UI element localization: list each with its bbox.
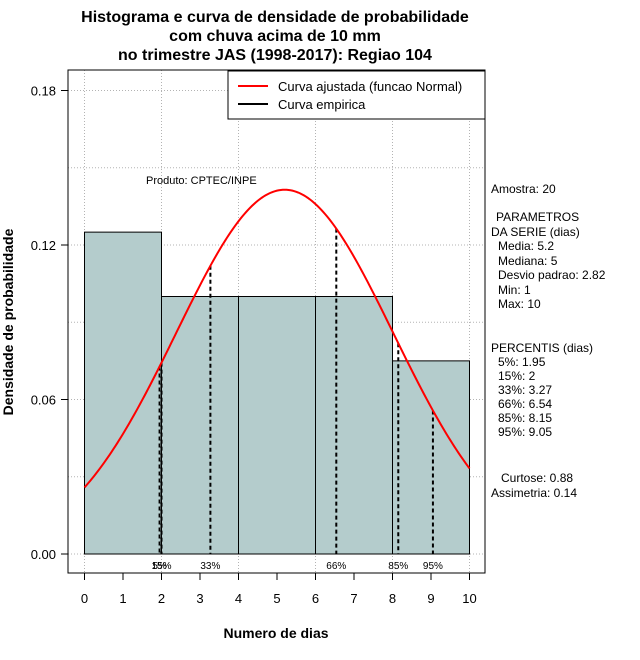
percentile-label: 95% — [423, 561, 443, 572]
param-stddev: Desvio padrao: 2.82 — [498, 268, 606, 282]
percentile-label: 85% — [388, 561, 408, 572]
x-tick-label: 7 — [350, 591, 357, 606]
x-tick-label: 5 — [273, 591, 280, 606]
param-median: Mediana: 5 — [498, 254, 558, 268]
legend-label-fitted: Curva ajustada (funcao Normal) — [278, 79, 462, 94]
params-title-1: PARAMETROS — [496, 210, 579, 224]
histogram-bar — [84, 231, 162, 555]
percentile-label: 66% — [326, 561, 346, 572]
percentile-95: 95%: 9.05 — [498, 425, 552, 439]
percentile-label: 5% — [152, 561, 167, 572]
percentile-66: 66%: 6.54 — [498, 397, 552, 411]
percentiles-title: PERCENTIS (dias) — [491, 341, 593, 355]
y-axis-label: Densidade de probabilidade — [0, 228, 16, 415]
sample-size: Amostra: 20 — [491, 182, 556, 196]
legend-label-empirical: Curva empirica — [278, 97, 366, 112]
percentile-33: 33%: 3.27 — [498, 383, 552, 397]
x-tick-label: 0 — [81, 591, 88, 606]
percentile-lines-layer: 5%15% 33% 66% 85% 95% — [151, 228, 443, 572]
param-max: Max: 10 — [498, 297, 541, 311]
percentile-5: 5%: 1.95 — [498, 355, 546, 369]
chart-title-line-2: com chuva acima de 10 mm — [169, 28, 381, 45]
x-tick-label: 2 — [158, 591, 165, 606]
axes-layer: 0 1 2 3 4 5 6 7 8 9 10 0.00 0.06 0.12 0.18 — [31, 84, 477, 607]
skewness: Assimetria: 0.14 — [491, 486, 577, 500]
percentile-label: 33% — [200, 561, 220, 572]
x-tick-label: 10 — [462, 591, 476, 606]
histogram-bar — [315, 296, 393, 555]
percentile-85: 85%: 8.15 — [498, 411, 552, 425]
x-tick-label: 3 — [196, 591, 203, 606]
y-tick-label: 0.12 — [31, 238, 56, 253]
param-mean: Media: 5.2 — [498, 239, 554, 253]
percentile-label: 15% — [151, 561, 171, 572]
curve-layer — [83, 188, 471, 489]
percentile-15: 15%: 2 — [498, 369, 536, 383]
kurtosis: Curtose: 0.88 — [501, 471, 573, 485]
param-min: Min: 1 — [498, 283, 531, 297]
histogram-bar — [161, 296, 239, 555]
x-tick-label: 9 — [427, 591, 434, 606]
y-tick-label: 0.06 — [31, 393, 56, 408]
fitted-normal-curve — [83, 188, 471, 489]
product-label: Produto: CPTEC/INPE — [146, 175, 257, 187]
bars-layer — [84, 231, 470, 555]
legend-box — [227, 70, 486, 120]
y-tick-label: 0.18 — [31, 84, 56, 99]
x-axis-label: Numero de dias — [223, 625, 328, 641]
chart-title-line-3: no trimestre JAS (1998-2017): Regiao 104 — [118, 47, 432, 64]
legend: Curva ajustada (funcao Normal) Curva emp… — [227, 70, 486, 120]
x-tick-label: 4 — [235, 591, 242, 606]
y-tick-label: 0.00 — [31, 547, 56, 562]
x-tick-label: 6 — [312, 591, 319, 606]
x-tick-label: 8 — [389, 591, 396, 606]
histogram-bar — [392, 360, 470, 555]
side-panel: Amostra: 20 PARAMETROS DA SERIE (dias) M… — [491, 182, 606, 500]
x-tick-label: 1 — [119, 591, 126, 606]
histogram-bar — [238, 296, 316, 555]
chart-title-line-1: Histograma e curva de densidade de proba… — [81, 9, 469, 26]
params-title-2: DA SERIE (dias) — [491, 225, 580, 239]
